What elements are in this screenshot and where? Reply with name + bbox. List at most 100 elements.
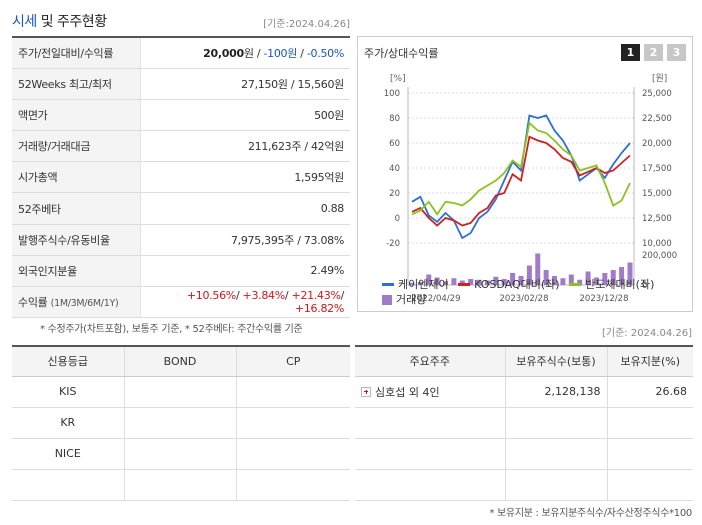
price-change-rate: -0.50% xyxy=(306,46,344,60)
quote-row: 액면가 500원 xyxy=(12,99,350,132)
volume-bar xyxy=(510,273,516,285)
volume-bar xyxy=(443,281,449,285)
chart-page-3-button[interactable]: 3 xyxy=(667,44,686,61)
col-header: 신용등급 xyxy=(12,346,124,377)
return-6m: +21.43% xyxy=(291,289,341,303)
row-label: 액면가 xyxy=(12,99,141,132)
chart-page-1-button[interactable]: 1 xyxy=(621,44,640,61)
credit-rating-table: 신용등급 BOND CP KIS KR NICE xyxy=(12,345,350,501)
volume-bar xyxy=(468,279,474,285)
y-right-tick-label: 17,500 xyxy=(642,164,672,174)
chart-title: 주가/상대수익률 xyxy=(364,47,439,60)
quote-row: 주가/전일대비/수익률 20,000원 / -100원 / -0.50% xyxy=(12,37,350,69)
x-tick-label: 2023/02/28 xyxy=(500,294,549,304)
volume-bar xyxy=(409,282,415,285)
quote-row: 발행주식수/유동비율 7,975,395주 / 73.08% xyxy=(12,224,350,256)
col-header: 주요주주 xyxy=(355,346,505,377)
y-right-unit: [원] xyxy=(652,73,667,84)
col-header: 보유주식수(보통) xyxy=(504,346,607,377)
row-label: 거래량/거래대금 xyxy=(12,130,141,163)
holder-shares-cell xyxy=(504,438,607,470)
row-value: 7,975,395주 / 73.08% xyxy=(140,224,350,256)
row-label: 52주베타 xyxy=(12,192,141,225)
col-header: CP xyxy=(235,346,350,377)
volume-tick-label: 0 xyxy=(642,281,647,291)
return-1m: +10.56% xyxy=(186,289,236,303)
volume-bar xyxy=(560,278,566,285)
holder-name: 심호섭 외 4인 xyxy=(375,385,440,399)
current-price: 20,000 xyxy=(203,46,244,60)
returns-values: +10.56%/ +3.84%/ +21.43%/ +16.82% xyxy=(140,286,350,319)
table-row: KIS xyxy=(12,376,350,408)
cp-cell xyxy=(235,438,350,470)
quote-row: 거래량/거래대금 211,623주 / 42억원 xyxy=(12,130,350,163)
bond-cell xyxy=(123,438,236,470)
agency-cell xyxy=(12,469,124,501)
y-right-tick-label: 22,500 xyxy=(642,114,672,124)
holder-name-cell xyxy=(355,469,505,501)
holders-footnote: * 보유지분 : 보유지분주식수/자수산정주식수*100 xyxy=(489,508,692,519)
holder-name-cell[interactable]: 심호섭 외 4인 xyxy=(355,376,505,408)
holder-shares-cell: 2,128,138 xyxy=(504,376,607,408)
volume-bar xyxy=(501,279,507,285)
chart-page-2-button[interactable]: 2 xyxy=(644,44,663,61)
table-row xyxy=(355,407,693,439)
bond-cell xyxy=(123,469,236,501)
x-tick-label: 2022/04/29 xyxy=(412,294,461,304)
section-header: 시세 및 주주현황 [기준:2024.04.26] xyxy=(12,8,350,34)
bond-cell xyxy=(123,407,236,439)
price-change-value: 20,000원 / -100원 / -0.50% xyxy=(140,37,350,69)
holder-shares-cell xyxy=(504,469,607,501)
cp-cell xyxy=(235,376,350,408)
volume-bar xyxy=(526,265,532,285)
volume-bar xyxy=(593,277,599,285)
cp-cell xyxy=(235,469,350,501)
y-left-tick-label: 0 xyxy=(395,214,400,224)
major-shareholder-table: 주요주주 보유주식수(보통) 보유지분(%) 심호섭 외 4인 2,128,13… xyxy=(355,345,693,501)
row-label: 주가/전일대비/수익률 xyxy=(12,37,141,69)
volume-bar xyxy=(493,276,499,285)
price-return-chart: [%] [원] 100 25,000 80 22,500 60 20,000 40 17,500 2… xyxy=(384,73,677,304)
volume-bar xyxy=(627,262,633,285)
holder-ratio-cell xyxy=(606,407,693,439)
volume-bar xyxy=(417,282,423,285)
y-left-tick-label: 40 xyxy=(389,164,400,174)
holder-ratio-cell: 26.68 xyxy=(606,376,693,408)
expand-plus-icon[interactable] xyxy=(361,386,371,397)
title-holders: 및 주주현황 xyxy=(40,14,107,30)
row-value: 1,595억원 xyxy=(140,161,350,194)
series-line-3 xyxy=(411,121,631,216)
return-1y: +16.82% xyxy=(294,302,344,316)
row-value: 211,623주 / 42억원 xyxy=(140,130,350,163)
table-row xyxy=(355,438,693,470)
volume-bar xyxy=(552,276,558,285)
agency-cell: NICE xyxy=(12,438,124,470)
quote-row-returns: 수익률 (1M/3M/6M/1Y) +10.56%/ +3.84%/ +21.4… xyxy=(12,286,350,319)
col-header: BOND xyxy=(123,346,236,377)
volume-bar xyxy=(602,273,608,285)
row-value: 0.88 xyxy=(140,192,350,225)
agency-cell: KIS xyxy=(12,376,124,408)
price-unit: 원 xyxy=(243,46,254,60)
quote-row: 52Weeks 최고/최저 27,150원 / 15,560원 xyxy=(12,68,350,100)
table-row xyxy=(12,469,350,501)
volume-bar xyxy=(451,278,457,285)
holder-name-cell xyxy=(355,438,505,470)
base-date: [기준:2024.04.26] xyxy=(263,19,350,30)
y-right-tick-label: 10,000 xyxy=(642,239,672,249)
cp-cell xyxy=(235,407,350,439)
section-title: 시세 및 주주현황 xyxy=(12,11,107,31)
col-header: 보유지분(%) xyxy=(606,346,693,377)
bond-cell xyxy=(123,376,236,408)
title-quote: 시세 xyxy=(12,14,37,30)
table-row: KR xyxy=(12,407,350,439)
legend-item-semi: 반도체대비(좌) xyxy=(569,277,654,292)
y-right-tick-label: 20,000 xyxy=(642,139,672,149)
y-right-tick-label: 15,000 xyxy=(642,189,672,199)
legend-item-knj: 케이엔제이 xyxy=(382,277,449,292)
table-header-row: 주요주주 보유주식수(보통) 보유지분(%) xyxy=(355,346,693,377)
volume-bar xyxy=(476,279,482,285)
volume-bar xyxy=(568,274,574,285)
legend-item-kosdaq: KOSDAQ대비(좌) xyxy=(458,277,560,292)
volume-bar xyxy=(426,274,432,285)
